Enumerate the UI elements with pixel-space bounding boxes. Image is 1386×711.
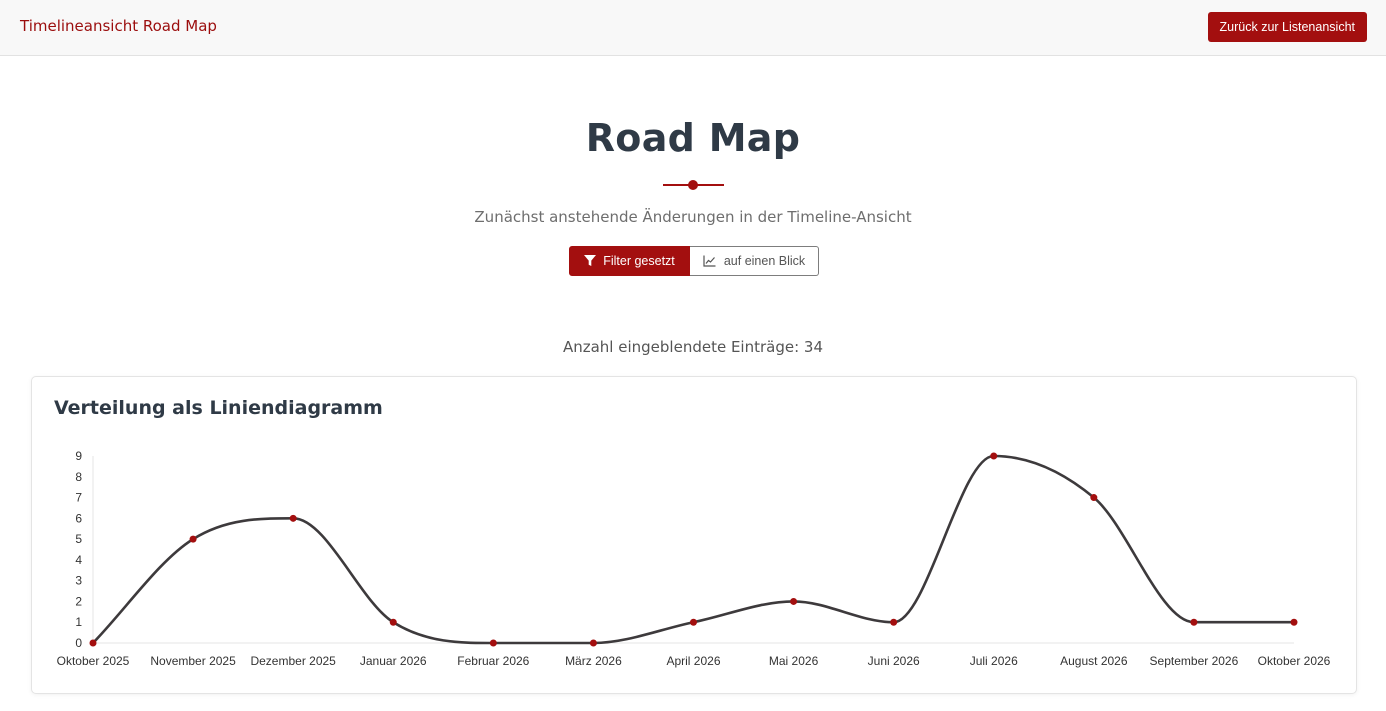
at-a-glance-button[interactable]: auf einen Blick <box>690 246 819 276</box>
y-tick-label: 9 <box>75 449 82 463</box>
chart-card: Verteilung als Liniendiagramm 0 1 2 3 4 5 6 7 8 9… <box>31 376 1357 694</box>
data-point <box>990 452 998 460</box>
y-tick-label: 4 <box>75 553 82 567</box>
data-point <box>189 535 197 543</box>
page-title: Road Map <box>585 116 801 160</box>
data-point <box>1190 618 1198 626</box>
x-tick-label: Februar 2026 <box>457 654 529 668</box>
data-point <box>389 618 397 626</box>
x-tick-label: Dezember 2025 <box>250 654 336 668</box>
at-a-glance-label: auf einen Blick <box>723 254 806 268</box>
data-point <box>89 639 97 647</box>
chart-card-title: Verteilung als Liniendiagramm <box>54 397 383 419</box>
filter-icon <box>584 255 597 266</box>
x-tick-label: August 2026 <box>1060 654 1128 668</box>
top-navbar: Timelineansicht Road Map Zurück zur List… <box>0 0 1386 56</box>
x-tick-label: Oktober 2025 <box>57 654 130 668</box>
x-tick-label: Juli 2026 <box>970 654 1018 668</box>
data-point <box>289 514 297 522</box>
data-point <box>589 639 597 647</box>
back-to-list-button[interactable]: Zurück zur Listenansicht <box>1207 12 1367 42</box>
y-tick-label: 1 <box>75 615 82 629</box>
data-point <box>1290 618 1298 626</box>
y-tick-label: 7 <box>75 491 82 505</box>
y-tick-label: 0 <box>75 636 82 650</box>
x-tick-label: März 2026 <box>565 654 622 668</box>
series-line <box>92 454 1294 645</box>
navbar-brand[interactable]: Timelineansicht Road Map <box>20 17 217 35</box>
y-tick-label: 5 <box>75 532 82 546</box>
entry-count: Anzahl eingeblendete Einträge: 34 <box>562 338 824 356</box>
line-chart: 0 1 2 3 4 5 6 7 8 9 Oktober 2025 November 2025 Dezem… <box>57 449 1331 668</box>
x-tick-label: Mai 2026 <box>769 654 819 668</box>
page-subtitle: Zunächst anstehende Änderungen in der Ti… <box>474 208 912 226</box>
data-point <box>890 618 898 626</box>
filter-button[interactable]: Filter gesetzt <box>569 246 690 276</box>
title-divider-dot <box>688 180 698 190</box>
y-tick-label: 3 <box>75 574 82 588</box>
line-chart-icon <box>703 255 716 267</box>
x-tick-label: Juni 2026 <box>868 654 920 668</box>
data-point <box>690 618 697 626</box>
view-toggle-group: Filter gesetzt auf einen Blick <box>569 246 819 276</box>
x-tick-label: Januar 2026 <box>360 654 427 668</box>
data-point <box>790 597 798 605</box>
filter-button-label: Filter gesetzt <box>603 254 675 268</box>
x-tick-label: April 2026 <box>666 654 720 668</box>
x-tick-label: September 2026 <box>1150 654 1239 668</box>
y-tick-label: 2 <box>75 594 82 608</box>
data-point <box>1090 494 1098 502</box>
y-tick-label: 6 <box>75 511 82 525</box>
data-point <box>489 639 497 647</box>
x-tick-label: Oktober 2026 <box>1258 654 1331 668</box>
y-tick-label: 8 <box>75 470 82 484</box>
x-tick-label: November 2025 <box>150 654 236 668</box>
